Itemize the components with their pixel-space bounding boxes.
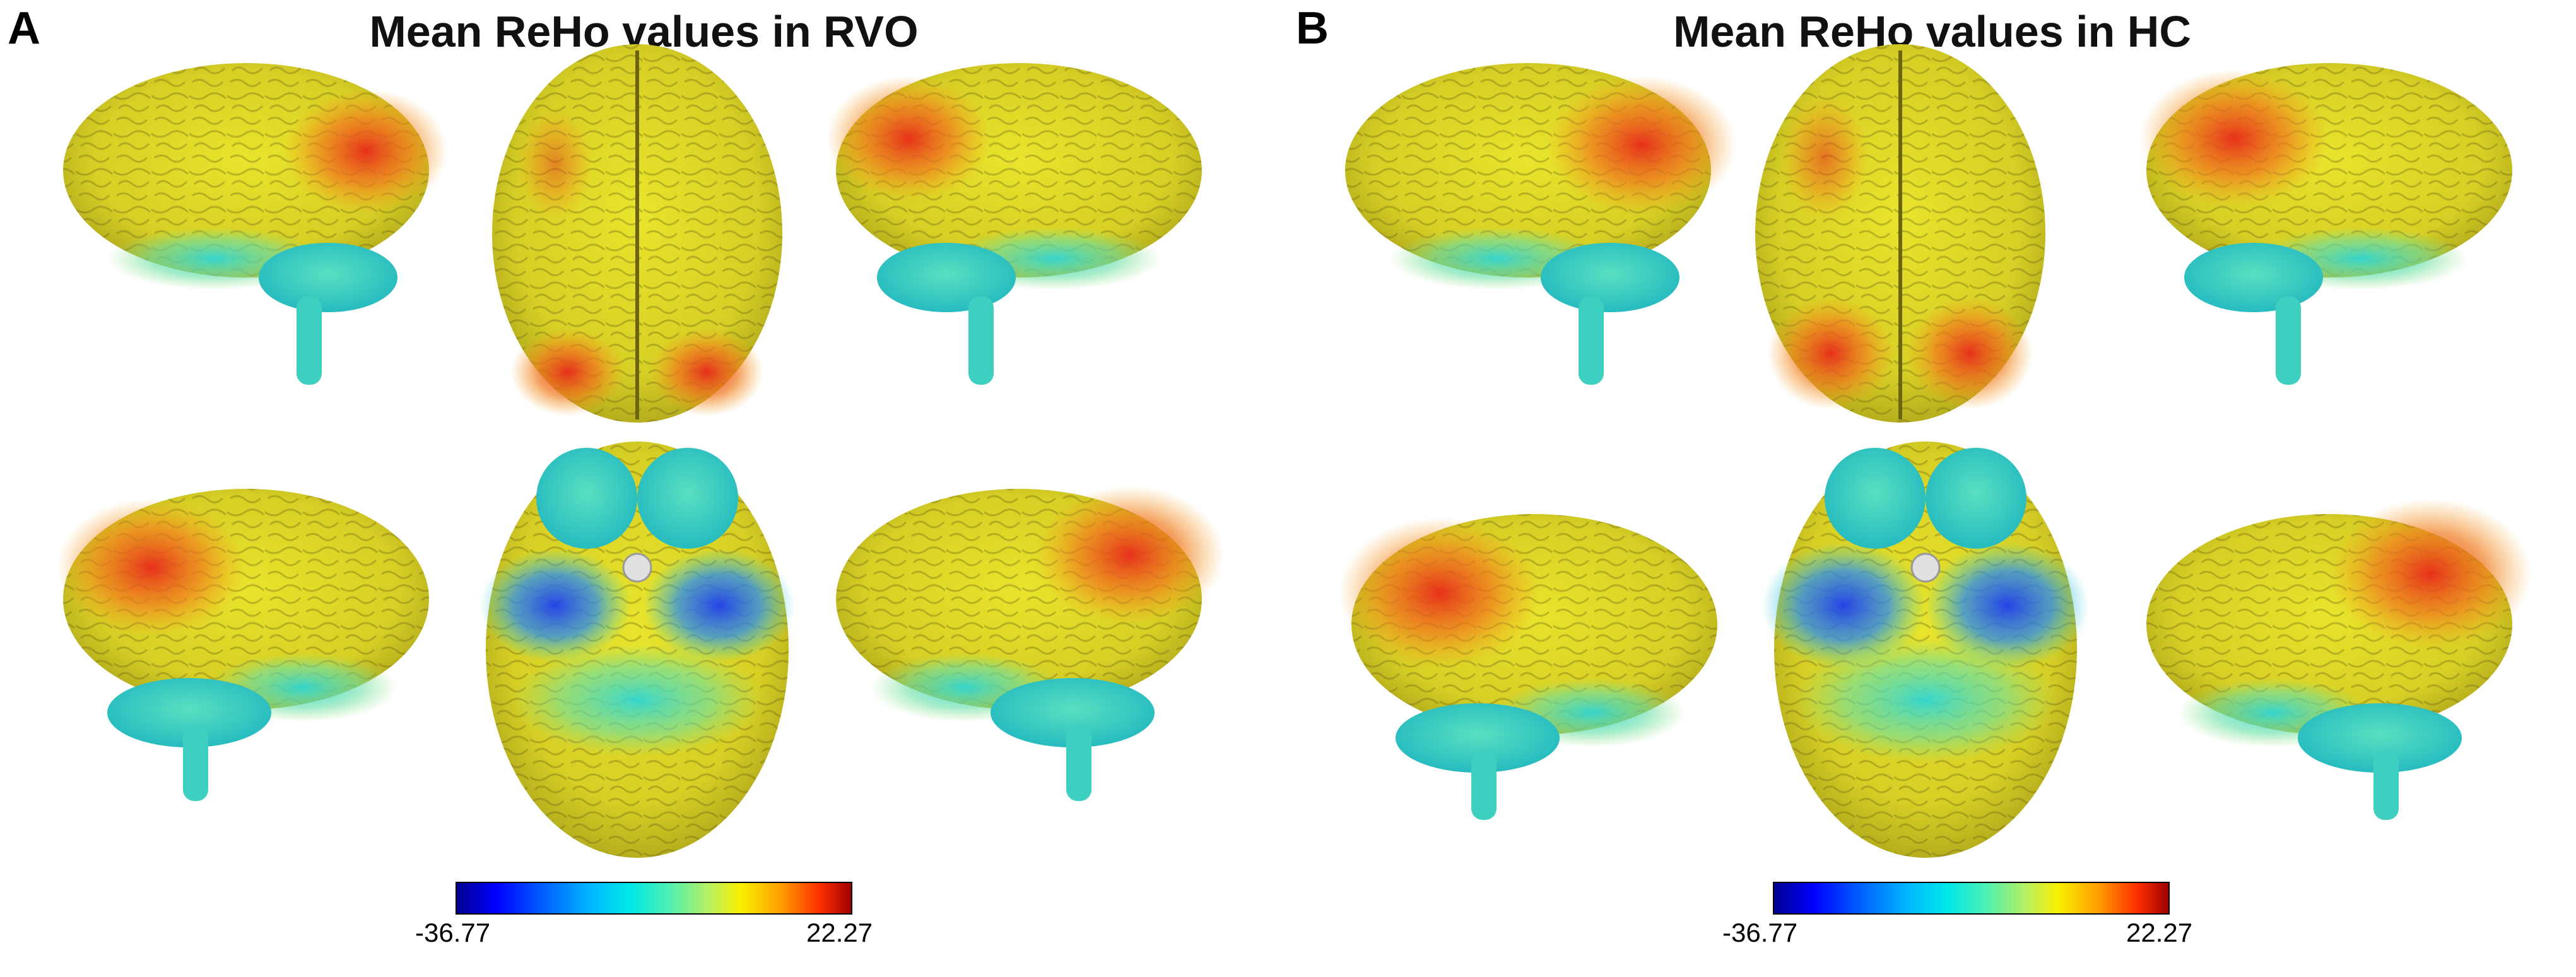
brain-medial-left-view [57, 489, 429, 801]
panel-title: Mean ReHo values in HC [1673, 7, 2191, 56]
brain-ventral-view [479, 442, 795, 858]
colorbar-max-label: 22.27 [2126, 918, 2193, 947]
panel-a: A Mean ReHo values in RVO [8, 3, 1224, 947]
colorbar-max-label: 22.27 [806, 918, 873, 947]
brain-medial-right-view [2146, 498, 2531, 820]
brain-ventral-view [1761, 442, 2090, 858]
brain-views [1339, 44, 2531, 858]
brain-dorsal-view [1755, 44, 2045, 423]
brain-medial-left-view [1339, 514, 1717, 820]
brain-lateral-right-view [2140, 63, 2512, 385]
colorbar [456, 882, 852, 915]
brain-lateral-right-view [826, 63, 1202, 385]
panel-letter: B [1296, 3, 1329, 54]
colorbar [1773, 882, 2170, 915]
brain-views [57, 44, 1224, 858]
brain-lateral-left-view [1345, 63, 1736, 385]
brain-dorsal-view [492, 44, 782, 423]
colorbar-min-label: -36.77 [415, 918, 491, 947]
colorbar-min-label: -36.77 [1722, 918, 1798, 947]
panel-b: B Mean ReHo values in HC [1288, 0, 2576, 977]
panel-letter: A [8, 3, 40, 54]
brain-medial-right-view [836, 486, 1224, 801]
brain-lateral-left-view [63, 63, 448, 385]
